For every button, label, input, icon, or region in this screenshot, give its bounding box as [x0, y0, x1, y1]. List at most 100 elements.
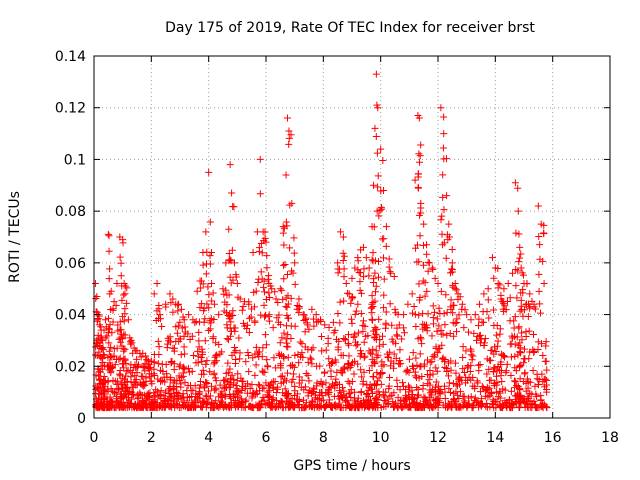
- data-point: [440, 113, 448, 121]
- data-point: [145, 394, 153, 402]
- data-point: [105, 325, 113, 333]
- data-point: [265, 311, 273, 319]
- data-point: [518, 269, 526, 277]
- data-point: [301, 383, 309, 391]
- data-point: [269, 324, 277, 332]
- data-point: [483, 370, 491, 378]
- data-point: [413, 241, 421, 249]
- data-point: [440, 239, 448, 247]
- data-point: [233, 385, 241, 393]
- data-point: [374, 104, 382, 112]
- data-point: [282, 171, 290, 179]
- data-point: [264, 275, 272, 283]
- data-point: [153, 388, 161, 396]
- data-point: [534, 346, 542, 354]
- data-point: [312, 311, 320, 319]
- data-point: [223, 301, 231, 309]
- data-point: [198, 345, 206, 353]
- data-point: [132, 376, 140, 384]
- data-point: [279, 352, 287, 360]
- data-point: [509, 334, 517, 342]
- data-point: [517, 264, 525, 272]
- data-point: [199, 348, 207, 356]
- data-point: [451, 280, 459, 288]
- data-point: [180, 316, 188, 324]
- data-point: [485, 384, 493, 392]
- data-point: [274, 385, 282, 393]
- data-point: [278, 334, 286, 342]
- data-point: [480, 290, 488, 298]
- data-point: [178, 394, 186, 402]
- data-point: [107, 287, 115, 295]
- data-point: [433, 315, 441, 323]
- data-point: [524, 313, 532, 321]
- data-point: [476, 360, 484, 368]
- data-point: [522, 333, 530, 341]
- data-point: [382, 223, 390, 231]
- data-point: [212, 384, 220, 392]
- data-point: [425, 259, 433, 267]
- data-point: [229, 276, 237, 284]
- data-point: [228, 371, 236, 379]
- data-point: [434, 349, 442, 357]
- data-point: [388, 321, 396, 329]
- data-point: [468, 402, 476, 410]
- data-point: [393, 331, 401, 339]
- data-point: [189, 316, 197, 324]
- data-point: [416, 232, 424, 240]
- data-points: [92, 71, 551, 412]
- x-tick-label: 8: [319, 430, 328, 446]
- data-point: [225, 336, 233, 344]
- data-point: [278, 398, 286, 406]
- data-point: [479, 318, 487, 326]
- data-point: [162, 303, 170, 311]
- data-point: [526, 378, 534, 386]
- data-point: [331, 402, 339, 410]
- data-point: [308, 305, 316, 313]
- data-point: [329, 318, 337, 326]
- data-point: [302, 369, 310, 377]
- data-point: [265, 386, 273, 394]
- data-point: [487, 357, 495, 365]
- data-point: [471, 394, 479, 402]
- data-point: [200, 370, 208, 378]
- data-point: [304, 345, 312, 353]
- data-point: [187, 387, 195, 395]
- data-point: [277, 373, 285, 381]
- data-point: [117, 338, 125, 346]
- data-point: [109, 305, 117, 313]
- data-point: [375, 212, 383, 220]
- data-point: [359, 243, 367, 251]
- data-point: [447, 366, 455, 374]
- data-point: [266, 294, 274, 302]
- data-point: [521, 399, 529, 407]
- data-point: [372, 132, 380, 140]
- data-point: [380, 275, 388, 283]
- data-point: [261, 331, 269, 339]
- data-point: [415, 280, 423, 288]
- data-point: [517, 349, 525, 357]
- data-point: [416, 363, 424, 371]
- data-point: [408, 290, 416, 298]
- data-point: [340, 297, 348, 305]
- data-point: [191, 382, 199, 390]
- data-point: [516, 243, 524, 251]
- data-point: [343, 289, 351, 297]
- data-point: [415, 311, 423, 319]
- data-point: [313, 382, 321, 390]
- data-point: [212, 352, 220, 360]
- data-point: [116, 318, 124, 326]
- data-point: [369, 345, 377, 353]
- data-point: [93, 292, 101, 300]
- data-point: [231, 324, 239, 332]
- data-point: [220, 377, 228, 385]
- data-point: [279, 223, 287, 231]
- data-point: [325, 324, 333, 331]
- data-point: [234, 370, 242, 378]
- y-tick-label: 0.12: [55, 101, 86, 117]
- data-point: [404, 300, 412, 308]
- data-point: [260, 283, 268, 291]
- data-point: [542, 342, 550, 350]
- data-point: [334, 265, 342, 273]
- data-point: [262, 238, 270, 246]
